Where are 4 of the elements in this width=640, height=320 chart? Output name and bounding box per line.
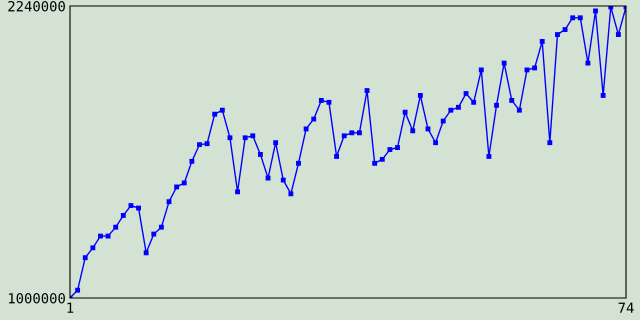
y-tick-label: 2240000 <box>8 1 65 12</box>
x-tick-label: 1 <box>67 302 74 313</box>
y-tick-label: 1000000 <box>8 293 65 304</box>
x-tick-label: 74 <box>618 302 634 313</box>
